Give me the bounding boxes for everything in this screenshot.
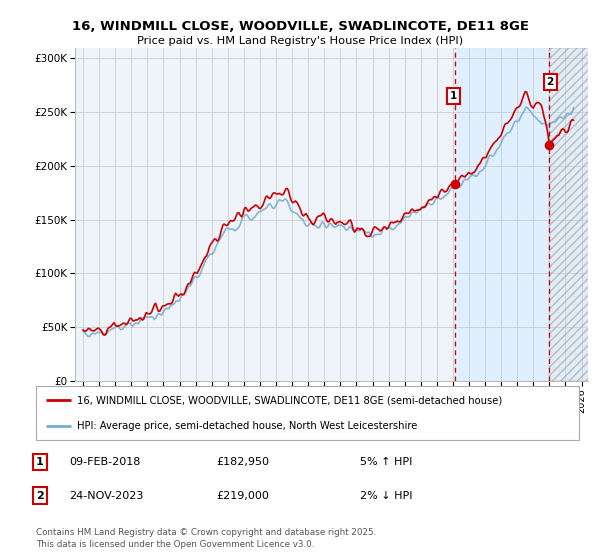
Text: 24-NOV-2023: 24-NOV-2023 (69, 491, 143, 501)
Bar (550, 48, 590, 381)
Text: 2% ↓ HPI: 2% ↓ HPI (360, 491, 413, 501)
Text: 2: 2 (36, 491, 44, 501)
Bar (550, 48, 590, 381)
Text: 16, WINDMILL CLOSE, WOODVILLE, SWADLINCOTE, DE11 8GE (semi-detached house): 16, WINDMILL CLOSE, WOODVILLE, SWADLINCO… (77, 395, 502, 405)
Text: 09-FEB-2018: 09-FEB-2018 (69, 457, 140, 467)
Bar (550, 48, 590, 381)
Text: £219,000: £219,000 (216, 491, 269, 501)
Bar (455, 48, 550, 381)
Text: Contains HM Land Registry data © Crown copyright and database right 2025.
This d: Contains HM Land Registry data © Crown c… (36, 528, 376, 549)
Text: 2: 2 (547, 77, 554, 87)
Text: 1: 1 (36, 457, 44, 467)
Text: 5% ↑ HPI: 5% ↑ HPI (360, 457, 412, 467)
Text: £182,950: £182,950 (216, 457, 269, 467)
Text: 16, WINDMILL CLOSE, WOODVILLE, SWADLINCOTE, DE11 8GE: 16, WINDMILL CLOSE, WOODVILLE, SWADLINCO… (71, 20, 529, 32)
Text: HPI: Average price, semi-detached house, North West Leicestershire: HPI: Average price, semi-detached house,… (77, 421, 417, 431)
Text: Price paid vs. HM Land Registry's House Price Index (HPI): Price paid vs. HM Land Registry's House … (137, 36, 463, 46)
Text: 1: 1 (450, 91, 457, 101)
